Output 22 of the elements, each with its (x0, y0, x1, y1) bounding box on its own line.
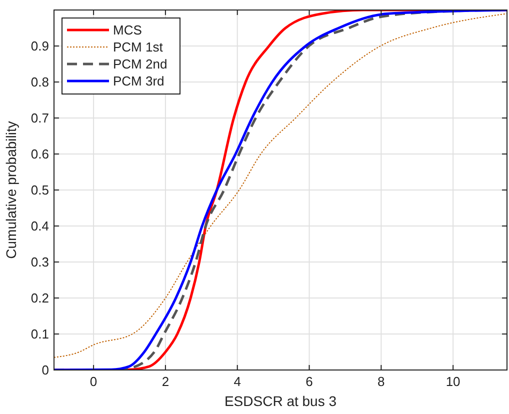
y-tick-label: 0.3 (30, 254, 49, 270)
x-tick-label: 10 (446, 374, 460, 389)
legend-label: PCM 1st (113, 40, 164, 54)
x-axis-title: ESDSCR at bus 3 (224, 393, 337, 409)
y-tick-label: 0.2 (30, 290, 49, 306)
y-tick-label: 0.7 (30, 110, 49, 126)
x-tick-label: 4 (234, 374, 241, 389)
x-tick-label: 2 (162, 374, 170, 389)
y-tick-label: 0.5 (30, 182, 49, 198)
y-axis-title: Cumulative probability (3, 121, 19, 259)
legend-label: MCS (113, 22, 142, 38)
y-tick-label: 0.6 (30, 146, 49, 162)
y-tick-label: 0 (42, 362, 49, 378)
y-tick-label: 0.4 (30, 218, 49, 234)
x-tick-label: 0 (90, 374, 98, 389)
legend-label: PCM 2nd (113, 56, 168, 72)
y-tick-label: 0.9 (30, 38, 49, 54)
x-tick-label: 8 (378, 374, 385, 389)
legend-label: PCM 3rd (113, 74, 164, 88)
y-tick-label: 0.1 (30, 326, 49, 342)
x-tick-label: 6 (306, 374, 313, 389)
y-tick-label: 0.8 (30, 74, 49, 90)
